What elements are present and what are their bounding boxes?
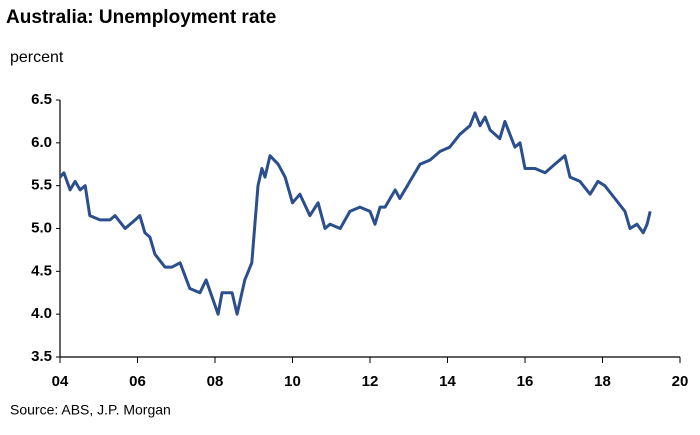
x-tick-label: 20 <box>672 373 689 390</box>
y-tick-label: 6.5 <box>31 91 52 108</box>
x-tick-label: 04 <box>52 373 69 390</box>
y-tick-label: 4.5 <box>31 262 52 279</box>
y-tick-label: 3.5 <box>31 348 52 365</box>
y-tick-label: 6.0 <box>31 134 52 151</box>
y-tick-label: 5.0 <box>31 219 52 236</box>
x-tick-label: 06 <box>129 373 146 390</box>
y-tick-label: 4.0 <box>31 305 52 322</box>
source-note: Source: ABS, J.P. Morgan <box>10 402 171 418</box>
y-tick-label: 5.5 <box>31 177 52 194</box>
x-tick-label: 14 <box>439 373 456 390</box>
chart-title: Australia: Unemployment rate <box>6 7 276 28</box>
chart-subtitle: percent <box>10 49 64 66</box>
x-tick-label: 10 <box>284 373 301 390</box>
x-tick-label: 12 <box>362 373 379 390</box>
x-tick-label: 08 <box>207 373 224 390</box>
x-tick-label: 16 <box>517 373 534 390</box>
data-line <box>58 111 652 316</box>
x-tick-label: 18 <box>594 373 611 390</box>
